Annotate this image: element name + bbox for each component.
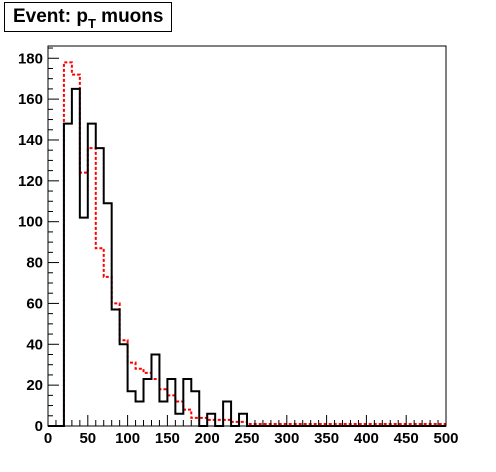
plot-frame xyxy=(47,45,447,427)
x-tick-label: 450 xyxy=(394,430,419,447)
title-rest: muons xyxy=(95,6,164,27)
y-tick-label: 80 xyxy=(26,255,43,272)
x-tick-label: 300 xyxy=(274,430,299,447)
x-tick-label: 350 xyxy=(314,430,339,447)
y-tick-label: 40 xyxy=(26,336,43,353)
y-tick-label: 140 xyxy=(18,132,43,149)
x-tick-label: 150 xyxy=(155,430,180,447)
series-dashed-line xyxy=(48,61,446,427)
y-tick-label: 100 xyxy=(18,214,43,231)
chart-title: Event: pT muons xyxy=(4,2,173,32)
x-tick-label: 400 xyxy=(354,430,379,447)
x-tick-label: 250 xyxy=(234,430,259,447)
x-tick-label: 200 xyxy=(195,430,220,447)
title-subscript: T xyxy=(87,16,96,31)
title-main: Event: p xyxy=(13,6,88,27)
y-tick-label: 180 xyxy=(18,50,43,67)
y-tick-label: 160 xyxy=(18,91,43,108)
y-tick-label: 0 xyxy=(35,418,43,435)
x-tick-label: 50 xyxy=(79,430,96,447)
y-tick-label: 20 xyxy=(26,377,43,394)
x-tick-label: 0 xyxy=(44,430,52,447)
x-tick-label: 500 xyxy=(433,430,458,447)
x-tick-label: 100 xyxy=(115,430,140,447)
y-tick-label: 60 xyxy=(26,295,43,312)
y-tick-label: 120 xyxy=(18,173,43,190)
axis-layer: 0 50 100 150 200 250 300 350 400 450 500 0 20 40 60 80 1… xyxy=(18,47,459,447)
